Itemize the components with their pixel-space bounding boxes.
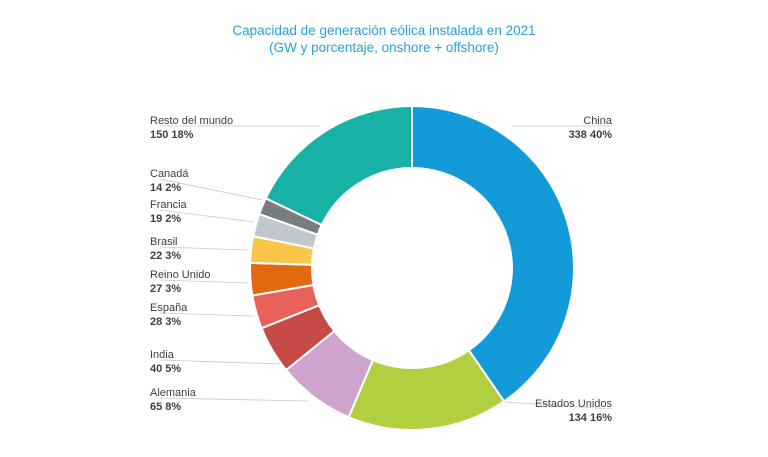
slice-value-label: 19 2% [150, 213, 181, 225]
leader-line [159, 246, 249, 251]
slice-label: Francia [150, 199, 188, 211]
leader-line [503, 401, 613, 410]
slice-label: España [150, 302, 188, 314]
slice-value-label: 65 8% [150, 401, 181, 413]
leader-line [159, 397, 309, 402]
slice-label: India [150, 349, 175, 361]
slice-value-label: 27 3% [150, 283, 181, 295]
slice-label: Canadá [150, 168, 189, 180]
slice-label: Reino Unido [150, 269, 211, 281]
slice-label: Estados Unidos [535, 398, 613, 410]
leader-line [159, 359, 281, 365]
chart-title: Capacidad de generación eólica instalada… [232, 23, 536, 38]
slice-value-label: 28 3% [150, 316, 181, 328]
slice-china [411, 104, 575, 403]
slice-resto-del-mundo [264, 104, 413, 227]
slice-label: Brasil [150, 236, 178, 248]
leader-line [159, 279, 249, 284]
leader-line [159, 178, 263, 201]
slice-label: Resto del mundo [150, 115, 233, 127]
slice-label: Alemania [150, 387, 197, 399]
leader-line [159, 209, 255, 223]
chart-subtitle: (GW y porcentaje, onshore + offshore) [269, 40, 499, 55]
slice-value-label: 40 5% [150, 363, 181, 375]
slice-value-label: 14 2% [150, 182, 181, 194]
slice-label: China [583, 115, 613, 127]
slice-value-label: 150 18% [150, 129, 194, 141]
slice-value-label: 338 40% [569, 129, 613, 141]
leader-line [159, 312, 256, 317]
slice-value-label: 22 3% [150, 250, 181, 262]
slice-value-label: 134 16% [569, 412, 613, 424]
